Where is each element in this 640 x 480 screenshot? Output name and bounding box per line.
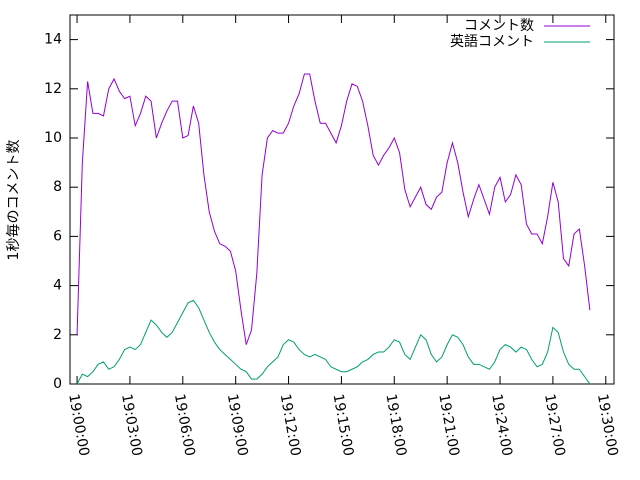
x-tick-label: 19:24:00 xyxy=(488,393,515,458)
x-tick-label: 19:06:00 xyxy=(171,393,198,458)
legend-label: 英語コメント xyxy=(450,33,534,50)
y-tick-label: 8 xyxy=(53,179,62,195)
y-tick-label: 14 xyxy=(44,32,62,48)
legend-label: コメント数 xyxy=(464,18,534,34)
y-tick-label: 6 xyxy=(53,228,62,244)
series-line xyxy=(76,73,591,345)
x-tick-label: 19:00:00 xyxy=(65,393,92,458)
series-line xyxy=(76,299,591,385)
x-tick-label: 19:30:00 xyxy=(594,393,621,458)
y-axis-label: 1秒毎のコメント数 xyxy=(6,140,22,261)
plot-frame xyxy=(69,14,615,385)
y-tick-label: 4 xyxy=(53,278,62,294)
x-tick-label: 19:03:00 xyxy=(118,393,145,458)
x-tick-label: 19:18:00 xyxy=(382,393,409,458)
x-tick-label: 19:12:00 xyxy=(277,393,304,458)
y-tick-label: 0 xyxy=(53,376,62,392)
x-tick-label: 19:15:00 xyxy=(330,393,357,458)
y-tick-label: 2 xyxy=(53,327,62,343)
y-tick-label: 12 xyxy=(44,81,62,97)
x-tick-label: 19:21:00 xyxy=(435,393,462,458)
x-tick-label: 19:27:00 xyxy=(541,393,568,458)
y-tick-label: 10 xyxy=(44,130,62,146)
x-tick-label: 19:09:00 xyxy=(224,393,251,458)
